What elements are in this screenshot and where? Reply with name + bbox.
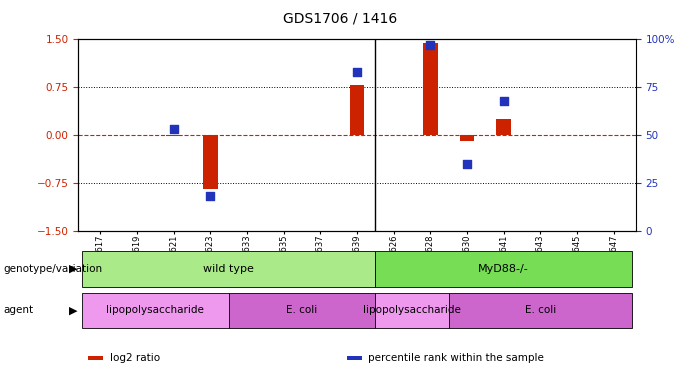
Text: lipopolysaccharide: lipopolysaccharide	[363, 305, 461, 315]
Text: ▶: ▶	[69, 305, 77, 315]
Text: GDS1706 / 1416: GDS1706 / 1416	[283, 11, 397, 25]
Bar	[449, 292, 632, 328]
Text: lipopolysaccharide: lipopolysaccharide	[106, 305, 204, 315]
Bar	[375, 292, 449, 328]
Bar	[228, 292, 375, 328]
Text: genotype/variation: genotype/variation	[3, 264, 103, 274]
Bar	[496, 119, 511, 135]
Text: wild type: wild type	[203, 264, 254, 274]
Bar	[82, 251, 375, 287]
Text: MyD88-/-: MyD88-/-	[478, 264, 529, 274]
Bar	[350, 85, 364, 135]
Point	[498, 98, 509, 104]
Text: agent: agent	[3, 305, 33, 315]
Bar	[375, 251, 632, 287]
Point	[462, 160, 473, 166]
Bar	[166, 135, 181, 136]
Text: E. coli: E. coli	[286, 305, 318, 315]
Point	[168, 126, 179, 132]
Text: log2 ratio: log2 ratio	[110, 353, 160, 363]
Bar	[82, 292, 228, 328]
Bar	[460, 135, 475, 141]
Point	[425, 42, 436, 48]
Bar	[423, 43, 438, 135]
Bar	[203, 135, 218, 189]
Text: percentile rank within the sample: percentile rank within the sample	[369, 353, 544, 363]
Text: ▶: ▶	[69, 264, 77, 274]
Point	[205, 193, 216, 199]
Text: E. coli: E. coli	[525, 305, 556, 315]
Point	[352, 69, 362, 75]
